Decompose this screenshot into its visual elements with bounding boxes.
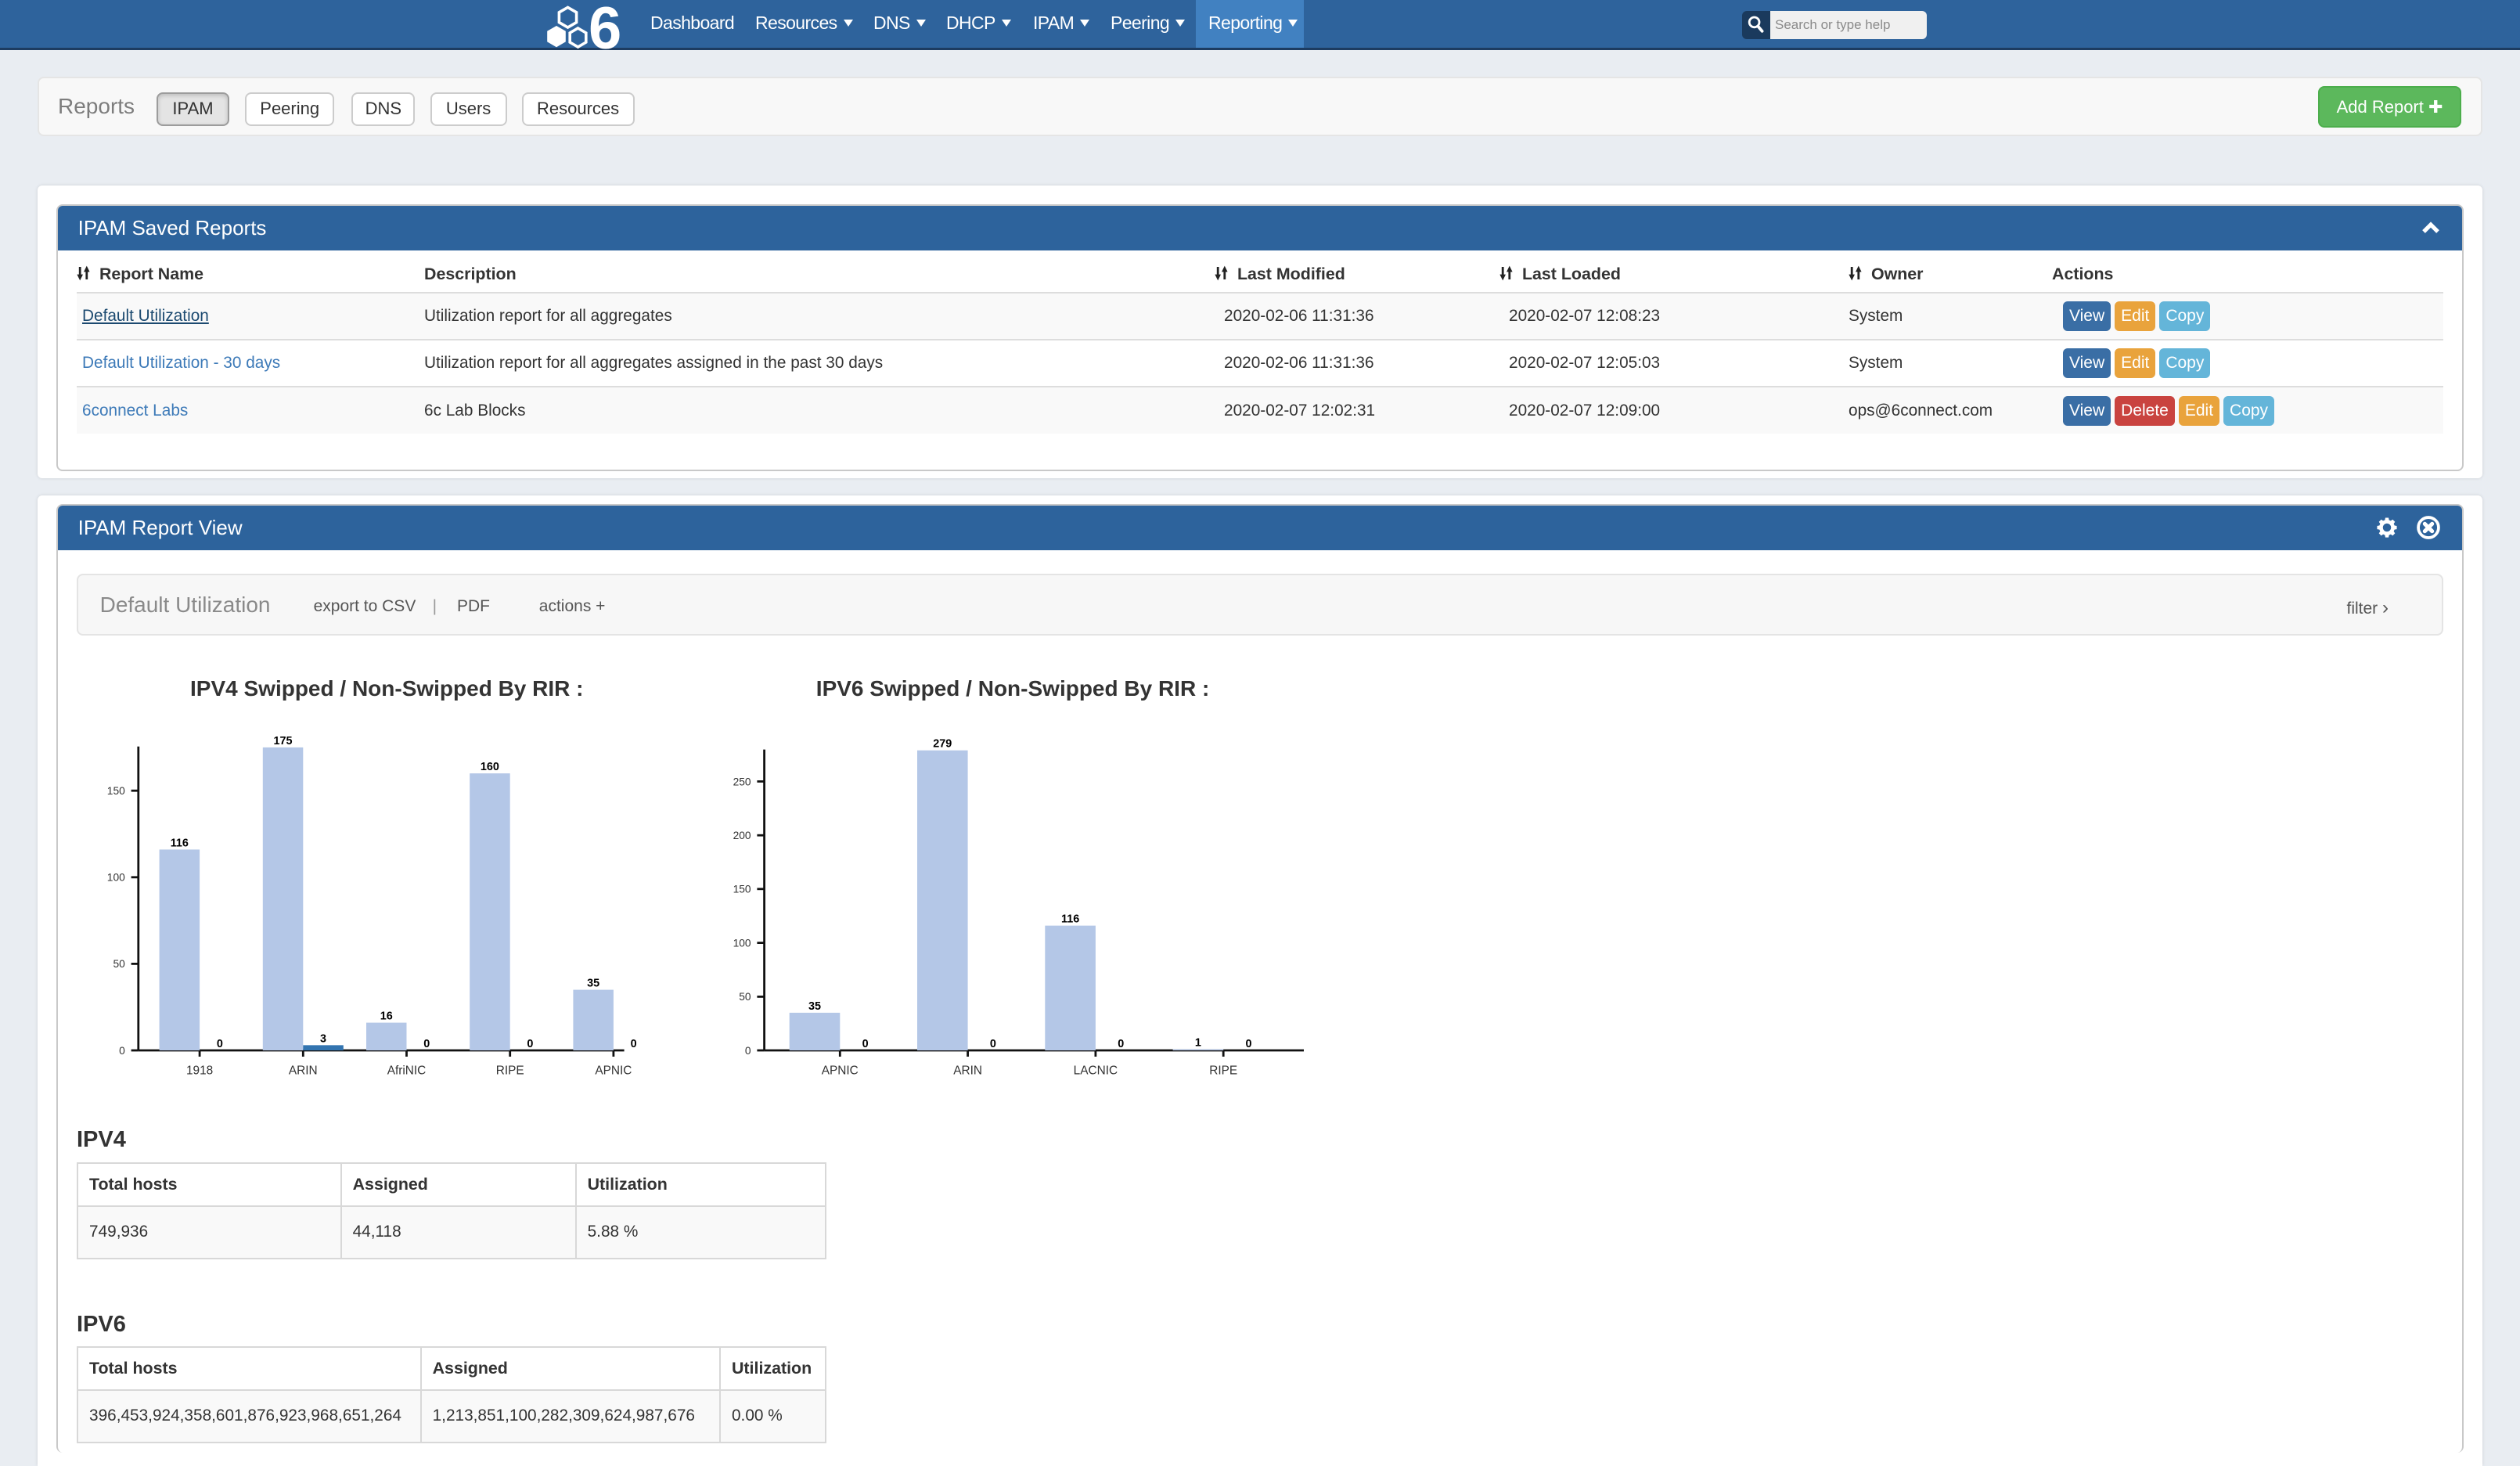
svg-text:APNIC: APNIC	[595, 1064, 632, 1077]
svg-text:LACNIC: LACNIC	[1074, 1064, 1118, 1077]
svg-text:RIPE: RIPE	[496, 1064, 524, 1077]
svg-text:0: 0	[119, 1044, 125, 1056]
svg-text:0: 0	[745, 1044, 751, 1056]
svg-text:200: 200	[733, 830, 751, 841]
svg-text:1: 1	[1195, 1036, 1201, 1049]
svg-text:35: 35	[587, 977, 599, 989]
svg-text:6: 6	[589, 1, 621, 51]
svg-text:AfriNIC: AfriNIC	[387, 1064, 427, 1077]
svg-text:150: 150	[107, 785, 125, 797]
svg-text:250: 250	[733, 776, 751, 787]
svg-text:16: 16	[380, 1010, 393, 1022]
svg-text:0: 0	[1245, 1038, 1251, 1050]
svg-text:ARIN: ARIN	[953, 1064, 982, 1077]
svg-text:0: 0	[527, 1038, 533, 1050]
svg-text:50: 50	[739, 991, 751, 1003]
svg-text:0: 0	[423, 1038, 430, 1050]
svg-text:1918: 1918	[186, 1064, 213, 1077]
svg-text:35: 35	[808, 1000, 821, 1012]
svg-text:160: 160	[481, 761, 499, 773]
svg-text:150: 150	[733, 883, 751, 895]
svg-text:279: 279	[933, 737, 952, 750]
svg-text:0: 0	[217, 1038, 223, 1050]
svg-text:100: 100	[107, 871, 125, 883]
svg-text:175: 175	[274, 734, 293, 747]
svg-text:100: 100	[733, 937, 751, 949]
svg-text:0: 0	[990, 1038, 996, 1050]
svg-text:116: 116	[171, 837, 189, 849]
svg-text:ARIN: ARIN	[289, 1064, 318, 1077]
svg-text:IPV4 Swipped / Non-Swipped By: IPV4 Swipped / Non-Swipped By RIR :	[190, 676, 583, 701]
svg-text:APNIC: APNIC	[822, 1064, 859, 1077]
svg-text:50: 50	[113, 958, 125, 970]
svg-text:116: 116	[1061, 913, 1079, 925]
svg-text:0: 0	[1118, 1038, 1124, 1050]
svg-text:RIPE: RIPE	[1209, 1064, 1237, 1077]
svg-text:3: 3	[320, 1032, 326, 1045]
svg-text:0: 0	[862, 1038, 869, 1050]
svg-text:0: 0	[631, 1038, 637, 1050]
svg-text:IPV6 Swipped / Non-Swipped By: IPV6 Swipped / Non-Swipped By RIR :	[816, 676, 1209, 701]
